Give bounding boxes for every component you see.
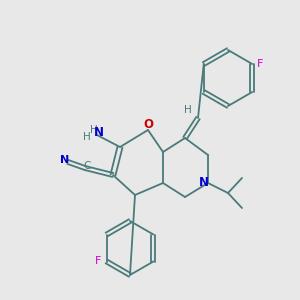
Text: H: H <box>90 125 98 135</box>
Text: N: N <box>94 127 104 140</box>
Text: F: F <box>257 59 263 69</box>
Text: F: F <box>94 256 101 266</box>
Text: N: N <box>199 176 209 190</box>
Text: O: O <box>143 118 153 131</box>
Text: H: H <box>83 132 91 142</box>
Text: C: C <box>83 161 91 171</box>
Text: N: N <box>60 155 70 165</box>
Text: H: H <box>184 105 192 115</box>
